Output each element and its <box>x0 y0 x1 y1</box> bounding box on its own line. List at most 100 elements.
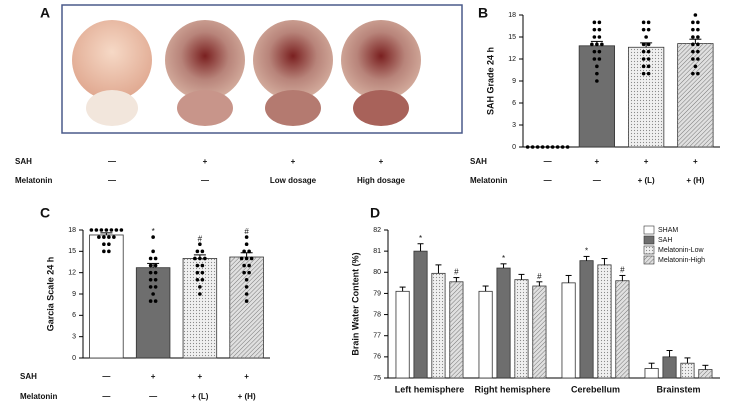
y-tick-label: 12 <box>508 56 516 63</box>
bar <box>644 368 659 379</box>
data-point <box>691 49 695 54</box>
data-point <box>592 27 597 32</box>
row-value: — <box>102 392 110 401</box>
data-point <box>153 277 158 282</box>
data-point <box>200 277 205 282</box>
data-point <box>153 270 158 275</box>
row-value: — <box>544 176 552 185</box>
bar-texture <box>449 281 464 378</box>
data-point <box>193 256 197 261</box>
legend-swatch <box>643 235 655 245</box>
data-point <box>247 249 251 254</box>
data-point <box>555 145 560 149</box>
y-tick-label: 82 <box>373 227 381 234</box>
data-point <box>696 49 700 54</box>
row-value: — <box>201 176 209 185</box>
bar <box>135 267 171 359</box>
y-axis-label: Garcia Scale 24 h <box>45 257 55 332</box>
data-point <box>597 20 602 25</box>
data-point <box>153 263 158 268</box>
data-point <box>646 27 651 32</box>
panel-label: B <box>478 5 488 21</box>
bar-texture <box>183 258 217 358</box>
y-tick-label: 3 <box>72 334 76 341</box>
data-point <box>592 57 597 61</box>
data-point <box>691 71 695 76</box>
data-point <box>200 249 205 254</box>
annotation: # <box>620 266 625 275</box>
y-tick-label: 9 <box>512 78 516 85</box>
data-point <box>198 256 202 261</box>
legend-label: SAH <box>658 237 672 244</box>
data-point <box>691 27 695 32</box>
row-value: — <box>544 157 552 166</box>
row-label: SAH <box>20 372 37 381</box>
bar-texture <box>597 264 612 378</box>
bar-texture <box>431 273 446 378</box>
photo <box>253 20 333 126</box>
data-point <box>641 71 646 76</box>
data-point <box>641 64 646 69</box>
data-point <box>560 145 565 149</box>
data-point <box>99 228 104 232</box>
legend-swatch <box>643 225 655 235</box>
data-point <box>597 49 602 54</box>
x-tick-label: Left hemisphere <box>395 384 465 394</box>
y-tick-label: 79 <box>373 290 381 297</box>
data-point <box>244 242 249 247</box>
row-value: + (H) <box>686 176 704 185</box>
data-point <box>153 285 158 289</box>
y-tick-label: 0 <box>512 144 516 151</box>
data-point <box>195 263 200 268</box>
data-point <box>198 242 202 247</box>
data-point <box>595 42 599 47</box>
data-point <box>148 256 153 261</box>
data-point <box>646 20 651 25</box>
data-point <box>198 292 202 296</box>
row-value: + <box>693 157 698 166</box>
panel-label: C <box>40 205 50 221</box>
data-point <box>102 249 106 254</box>
bar <box>579 260 594 379</box>
data-point <box>646 49 651 54</box>
y-tick-label: 9 <box>72 291 76 298</box>
data-point <box>592 20 597 25</box>
data-point <box>89 228 94 232</box>
y-tick-label: 18 <box>68 227 76 234</box>
bar-texture <box>514 279 529 378</box>
row-value: — <box>593 176 601 185</box>
y-axis-label: Brain Water Content (%) <box>350 252 360 355</box>
legend-texture <box>644 256 654 264</box>
data-point <box>597 27 602 32</box>
photo <box>341 20 421 126</box>
data-point <box>595 79 599 83</box>
data-point <box>195 277 200 282</box>
data-point <box>107 249 111 254</box>
data-point <box>239 256 244 261</box>
data-point <box>540 145 545 149</box>
y-tick-label: 15 <box>508 34 516 41</box>
y-tick-label: 18 <box>508 12 516 19</box>
data-point <box>151 249 155 254</box>
annotation: * <box>585 247 588 256</box>
data-point <box>691 35 695 39</box>
row-value: + <box>203 157 208 166</box>
data-point <box>247 270 251 275</box>
x-tick-label: Brainstem <box>656 384 700 394</box>
data-point <box>148 263 153 268</box>
data-point <box>94 228 99 232</box>
data-point <box>242 270 246 275</box>
row-value: — <box>108 176 116 185</box>
data-point <box>550 145 555 149</box>
data-point <box>693 13 698 17</box>
annotation: # <box>537 272 542 281</box>
panel-label: D <box>370 205 380 221</box>
data-point <box>198 285 202 289</box>
data-point <box>696 71 700 76</box>
bar-texture <box>677 43 714 147</box>
row-value: Low dosage <box>270 176 317 185</box>
data-point <box>102 235 106 239</box>
photo <box>72 20 152 126</box>
data-point <box>646 57 651 61</box>
x-tick-label: Right hemisphere <box>474 384 550 394</box>
